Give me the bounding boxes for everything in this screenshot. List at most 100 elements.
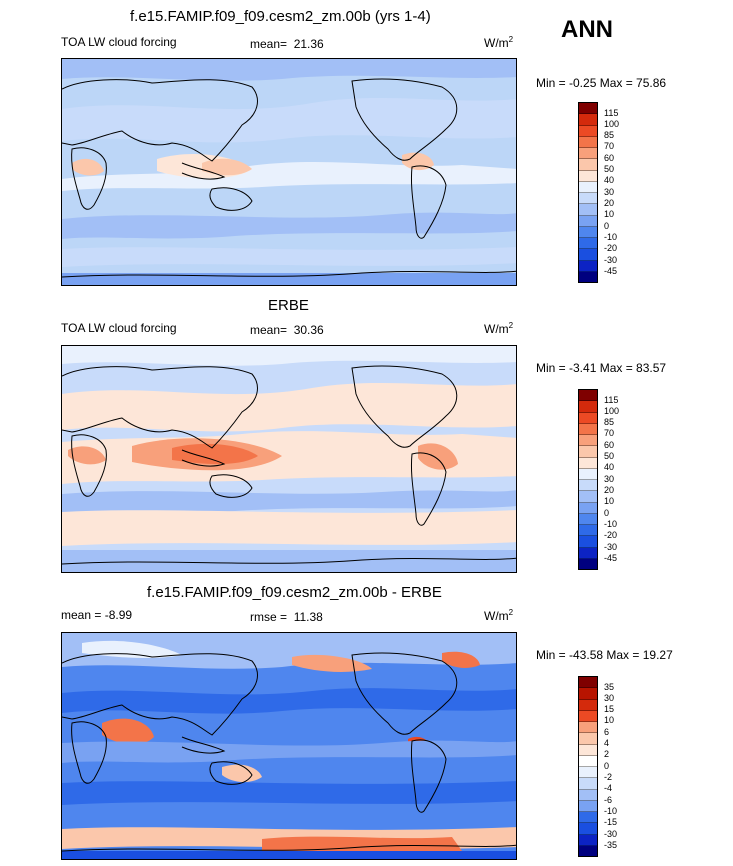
panel2-amazon-cell [418,443,458,470]
panel3-colorbar-swatch [579,812,597,824]
panel1-colorbar-swatch [579,114,597,126]
panel2-tick: -30 [604,542,618,552]
panel2-coast-australia [209,474,253,498]
panel2-africa-cell [68,446,106,465]
panel1-tick: 100 [604,119,620,129]
panel2-tick: 0 [604,508,610,518]
panel2-min-max: Min = -3.41 Max = 83.57 [536,361,667,375]
panel1-min-max: Min = -0.25 Max = 75.86 [536,76,667,90]
panel3-africa-cell [102,718,154,745]
panel3-tick: -4 [604,783,613,793]
panel2-colorbar-swatch [579,401,597,413]
panel2-colorbar-swatch [579,547,597,559]
panel3-coast-south-america [411,739,447,813]
panel3-units: W/m2 [484,608,513,623]
panel3-australia-cell [222,764,262,783]
panel3-coast-north-america [351,652,458,735]
panel3-map-svg [62,633,516,859]
panel3-greenland-cell [442,651,480,668]
panel1-map [61,58,517,286]
panel3-coastlines [62,652,516,852]
panel2-tick: 10 [604,496,615,506]
panel1-subtropic-south [62,212,516,239]
panel1-warmpool-core [202,158,252,176]
panel2-tick: 85 [604,417,615,427]
panel3-tick: -2 [604,772,613,782]
panel2-southern-ocean [62,510,516,546]
panel3-coast-africa [71,721,107,784]
panel2-colorbar-swatch [579,446,597,458]
panel1-colorbar-swatch [579,159,597,171]
panel3-tick: 35 [604,682,615,692]
panel1-tick: 50 [604,164,615,174]
panel1-colorbar-swatch [579,170,597,182]
panel2-coast-north-america [351,365,458,448]
panel1-colorbar-swatch [579,136,597,148]
panel3-colorbar-swatch [579,834,597,846]
panel1-map-svg [62,59,516,285]
panel2-arctic-band [62,346,516,366]
panel1-nh-storm-band [62,97,516,143]
panel3-mean-label: mean = -8.99 [61,608,133,622]
panel1-tick: 10 [604,209,615,219]
panel1-itcz-band [62,162,516,191]
panel3-colorbar-swatch [579,744,597,756]
panel3-stat: rmse = 11.38 [250,610,323,624]
panel3-stat-value: 11.38 [293,610,323,624]
panel2-tick: -45 [604,553,618,563]
panel2-colorbar-swatch [579,502,597,514]
panel1-variable-label: TOA LW cloud forcing [61,35,177,49]
panel3-heading: f.e15.FAMIP.f09_f09.cesm2_zm.00b - ERBE [147,584,442,601]
panel1-tick: 40 [604,175,615,185]
panel2-coast-eurasia [62,366,258,449]
panel2-tick: 30 [604,474,615,484]
panel1-colorbar-swatch [579,271,597,282]
panel3-tick: 4 [604,738,610,748]
panel2-colorbar-swatch [579,390,597,402]
panel2-colorbar-swatch [579,525,597,537]
panel3-npacific-cell [292,654,372,672]
panel2-tick: 70 [604,428,615,438]
panel1-tick: 60 [604,153,615,163]
panel3-tick: 0 [604,761,610,771]
panel3-tick: 10 [604,715,615,725]
panel1-colorbar-swatch [579,249,597,261]
panel1-colorbar-swatch [579,204,597,216]
panel1-coast-indonesia [181,162,226,180]
panel3-map [61,632,517,860]
panel3-tick: 15 [604,704,615,714]
panel2-colorbar-swatch [579,536,597,548]
panel3-coast-australia [209,761,253,785]
panel2-tick: -20 [604,530,618,540]
panel2-units: W/m2 [484,321,513,336]
panel3-subtropic-south [62,781,516,805]
panel1-colorbar-swatch [579,148,597,160]
panel1-africa-cell [72,158,104,176]
panel3-colorbar-swatch [579,778,597,790]
panel1-colorbar-swatch [579,103,597,115]
panel2-nh-storm-band [62,382,516,432]
panel3-tick: -15 [604,817,618,827]
panel3-antarctic-positive [262,836,462,854]
panel1-stat-value: 21.36 [293,37,324,51]
panel3-nh-negative-band [62,688,516,714]
panel3-colorbar-swatch [579,688,597,700]
panel1-coast-eurasia [62,79,258,162]
panel1-coast-north-america [351,78,458,161]
panel1-southern-ocean [62,247,516,267]
panel2-stat: mean= 30.36 [250,323,324,337]
panel2-heading: ERBE [268,297,309,314]
panel2-colorbar-swatch [579,423,597,435]
panel1-units-base: W/m [484,36,509,50]
panel3-colorbar-swatch [579,722,597,734]
panel2-colorbar-swatch [579,435,597,447]
panel1-coast-south-america [411,165,447,239]
panel1-coastlines [62,78,516,278]
panel2-tick: 115 [604,395,619,405]
panel2-stat-label: mean= [250,323,288,337]
panel3-colorbar-swatch [579,755,597,767]
panel1-colorbar-swatch [579,181,597,193]
panel2-tick: 50 [604,451,615,461]
panel1-colorbar-swatch [579,215,597,227]
season-label: ANN [561,16,613,43]
